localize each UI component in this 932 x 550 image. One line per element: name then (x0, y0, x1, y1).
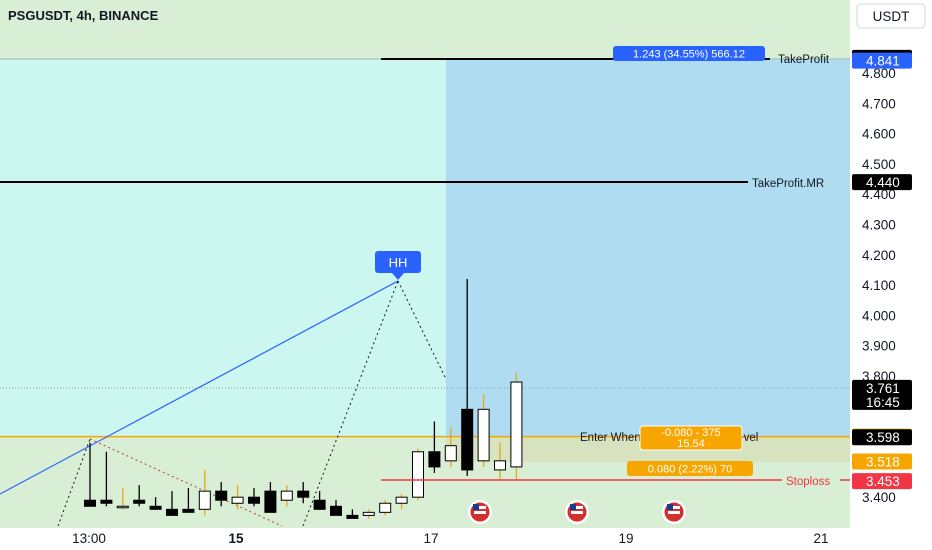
countdown-text: 16:45 (866, 395, 900, 410)
badge-3598-text: 3.598 (866, 430, 900, 445)
price-tick-3-900: 3.900 (862, 339, 896, 354)
flag-stripe (474, 506, 486, 509)
candle-24[interactable] (477, 408, 490, 462)
badge-4841-text: 4.841 (866, 54, 900, 69)
flag-stripe (474, 511, 486, 514)
badge-4440-text: 4.440 (866, 175, 900, 190)
candle-13[interactable] (297, 490, 310, 498)
candle-0[interactable] (84, 499, 96, 507)
time-tick-4: 21 (813, 531, 828, 546)
candle-23[interactable] (461, 408, 474, 471)
price-tick-4-400: 4.400 (862, 187, 896, 202)
price-tick-4-600: 4.600 (862, 127, 896, 142)
price-tick-3-400: 3.400 (862, 490, 896, 505)
take-profit-mr-label: TakeProfit.MR (752, 178, 824, 190)
candle-2[interactable] (116, 505, 129, 509)
price-tick-4-700: 4.700 (862, 96, 896, 111)
stoploss-pill[interactable] (627, 461, 753, 476)
time-tick-2: 17 (423, 531, 438, 546)
entry-pill-line2: 15.54 (677, 438, 705, 450)
time-tick-3: 19 (618, 531, 633, 546)
candle-16[interactable] (346, 514, 359, 519)
candle-19[interactable] (395, 496, 408, 504)
price-tick-4-300: 4.300 (862, 218, 896, 233)
flag-canton (473, 504, 479, 510)
zigzag-line-3 (302, 280, 399, 527)
profit-zone (446, 59, 850, 437)
candle-20[interactable] (412, 451, 424, 498)
zigzag-line-4 (397, 280, 447, 380)
currency-label: USDT (873, 9, 910, 24)
flag-canton (667, 504, 673, 510)
stoploss-stats: 0.080 (2.22%) 70 (648, 464, 732, 476)
time-axis-panel (0, 528, 932, 550)
candle-4[interactable] (149, 505, 162, 510)
chart-title: PSGUSDT, 4h, BINANCE (8, 8, 159, 23)
flag-stripe (571, 511, 583, 514)
trendline[interactable] (0, 280, 399, 495)
candle-26[interactable] (510, 381, 523, 468)
time-tick-0: 13:00 (72, 531, 106, 546)
currency-button[interactable] (856, 3, 926, 29)
time-tick-1: 15 (228, 531, 244, 546)
candle-21[interactable] (428, 451, 441, 468)
last-price-text: 3.761 (866, 381, 900, 396)
flag-stripe (668, 511, 680, 514)
candle-11[interactable] (264, 490, 277, 513)
candle-6[interactable] (182, 508, 195, 513)
candle-1[interactable] (100, 499, 113, 504)
price-tick-4-000: 4.000 (862, 308, 896, 323)
badge-3453-text: 3.453 (866, 474, 900, 489)
take-profit-stats: 1.243 (34.55%) 566.12 (633, 49, 745, 61)
zigzag-line-2 (89, 438, 283, 527)
stoploss-label: Stoploss (786, 476, 830, 488)
flag-stripe (668, 506, 680, 509)
take-profit-label: TakeProfit (778, 54, 830, 66)
last-price-badge (852, 379, 912, 410)
entry-pill[interactable] (639, 425, 743, 451)
candle-3[interactable] (133, 499, 146, 504)
price-tick-4-100: 4.100 (862, 278, 896, 293)
zigzag-line-1 (57, 438, 91, 527)
price-tick-4-200: 4.200 (862, 248, 896, 263)
candle-12[interactable] (280, 490, 293, 501)
candle-15[interactable] (330, 505, 342, 516)
candle-17[interactable] (362, 511, 375, 516)
price-tick-4-800: 4.800 (862, 66, 896, 81)
flag-canton (570, 504, 576, 510)
candle-5[interactable] (166, 508, 178, 516)
flag-stripe (571, 506, 583, 509)
badge-3518-text: 3.518 (866, 454, 900, 469)
price-tick-4-500: 4.500 (862, 157, 896, 172)
candle-18[interactable] (379, 502, 392, 513)
candle-7[interactable] (198, 490, 211, 510)
badge-4440 (852, 174, 912, 191)
entry-pill-line1: -0.080 - 375 (661, 427, 720, 439)
candle-22[interactable] (444, 445, 457, 462)
badge-3453 (852, 473, 912, 490)
candle-8[interactable] (215, 490, 228, 501)
badge-3518 (852, 453, 912, 470)
hh-label-text: HH (389, 255, 408, 270)
badge-3598 (852, 429, 912, 446)
candle-10[interactable] (248, 496, 260, 504)
hh-label-pointer (392, 273, 404, 280)
candle-14[interactable] (313, 499, 326, 510)
take-profit-pill[interactable] (613, 46, 765, 61)
candle-25[interactable] (494, 460, 506, 471)
badge-4841 (852, 52, 912, 69)
candle-9[interactable] (231, 496, 244, 504)
hh-label[interactable] (375, 251, 421, 273)
